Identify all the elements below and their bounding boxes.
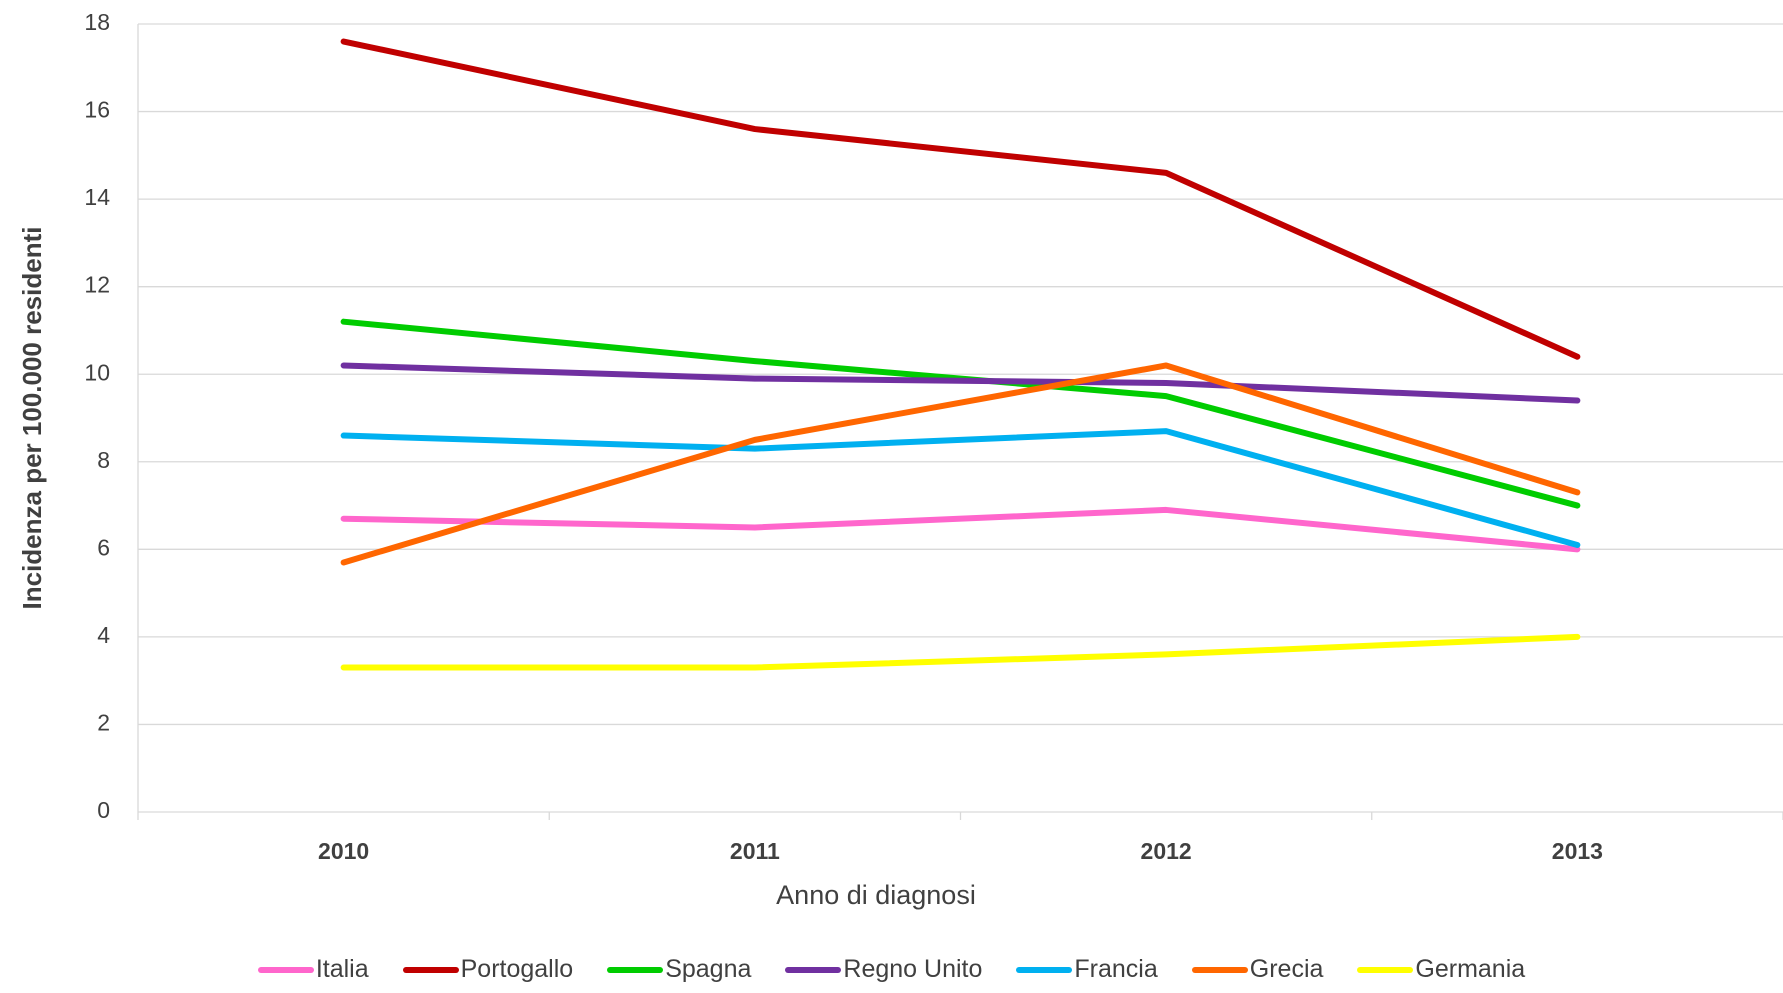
x-tick-label: 2011	[730, 838, 780, 864]
legend-item: Regno Unito	[785, 955, 982, 984]
x-axis-title: Anno di diagnosi	[776, 880, 976, 910]
legend-label: Grecia	[1249, 955, 1324, 983]
y-tick-label: 4	[97, 622, 110, 648]
legend-item: Italia	[257, 955, 369, 984]
legend-swatch	[257, 966, 314, 973]
legend-swatch	[785, 966, 842, 973]
legend-item: Grecia	[1191, 955, 1324, 984]
legend-label: Italia	[315, 955, 369, 983]
series-line	[340, 362, 1581, 404]
series-line	[340, 506, 1581, 553]
legend-label: Portogallo	[460, 955, 574, 983]
y-axis-title: Incidenza per 100.000 residenti	[17, 227, 47, 610]
x-tick-label: 2013	[1552, 838, 1603, 864]
legend: Italia Portogallo Spagna Regno Unito Francia…	[0, 955, 1783, 984]
legend-swatch	[607, 966, 664, 973]
legend-item: Spagna	[607, 955, 751, 984]
y-tick-label: 16	[84, 97, 110, 123]
x-tick-label: 2010	[318, 838, 369, 864]
legend-item: Germania	[1357, 955, 1525, 984]
legend-label: Francia	[1074, 955, 1158, 983]
series-line	[340, 362, 1581, 566]
y-tick-label: 10	[84, 359, 110, 385]
series-line	[340, 428, 1581, 548]
y-tick-label: 8	[97, 447, 110, 473]
legend-label: Spagna	[665, 955, 752, 983]
legend-swatch	[1016, 966, 1073, 973]
series-line	[340, 38, 1581, 360]
y-tick-label: 0	[97, 797, 110, 823]
legend-item: Portogallo	[402, 955, 574, 984]
y-tick-label: 18	[84, 9, 110, 35]
series-line	[340, 318, 1581, 509]
series-line	[340, 633, 1581, 671]
legend-item: Francia	[1016, 955, 1158, 984]
legend-swatch	[402, 966, 459, 973]
y-tick-label: 6	[97, 534, 110, 560]
legend-swatch	[1357, 966, 1414, 973]
x-tick-label: 2012	[1141, 838, 1192, 864]
legend-label: Germania	[1415, 955, 1526, 983]
y-tick-label: 2	[97, 710, 110, 736]
y-tick-label: 14	[84, 184, 110, 210]
legend-label: Regno Unito	[843, 955, 983, 983]
y-tick-label: 12	[84, 272, 110, 298]
legend-swatch	[1191, 966, 1248, 973]
